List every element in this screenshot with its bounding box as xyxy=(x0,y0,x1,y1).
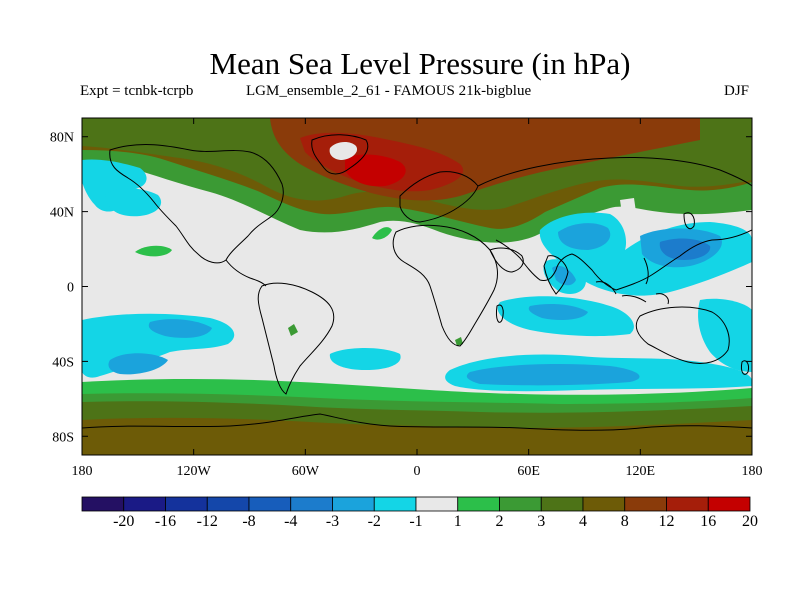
x-tick-label: 0 xyxy=(414,464,421,479)
colorbar-label: 20 xyxy=(742,513,758,530)
north-pacific-low-2 xyxy=(105,188,162,217)
colorbar-swatch xyxy=(332,496,375,512)
southern-ocean-low-mid xyxy=(466,364,640,386)
colorbar-swatch xyxy=(206,496,250,512)
map-title: Mean Sea Level Pressure (in hPa) xyxy=(209,46,631,81)
colorbar-label: -1 xyxy=(409,513,423,530)
colorbar-label: -20 xyxy=(113,513,135,530)
colorbar-swatch xyxy=(457,496,500,512)
colorbar-swatch xyxy=(290,496,333,512)
colorbar-swatch xyxy=(373,496,417,512)
arabia-coast xyxy=(489,247,524,273)
asia-coast xyxy=(477,157,752,291)
north-pacific-green xyxy=(135,245,172,257)
australia-low xyxy=(698,298,752,372)
colorbar-swatch xyxy=(81,496,125,512)
colorbar-label: 4 xyxy=(579,513,587,530)
antarctica-coast xyxy=(82,413,752,431)
west-pacific-low-core xyxy=(659,238,711,260)
colorbar-label: -12 xyxy=(196,513,218,530)
x-tick-label: 120W xyxy=(177,464,212,479)
south-band-dark xyxy=(82,417,752,455)
south-pacific-low-mid-2 xyxy=(108,353,168,375)
x-tick-label: 180 xyxy=(72,464,93,479)
colorbar-label: -2 xyxy=(367,513,381,530)
south-african-green-spot xyxy=(455,337,463,346)
colorbar-label: -8 xyxy=(242,513,256,530)
colorbar-swatch xyxy=(165,496,208,512)
europe-coast xyxy=(399,171,479,223)
tick-labels: 180 120W 60W 0 60E 120E 180 80N 40N 0 40S 80S xyxy=(50,131,763,479)
south-pacific-low-mid xyxy=(148,319,212,338)
x-tick-label: 120E xyxy=(626,464,656,479)
experiment-label: Expt = tcnbk-tcrpb xyxy=(80,83,194,99)
colorbar-label: -4 xyxy=(284,513,298,530)
colorbar-swatch xyxy=(123,496,166,512)
tick-marks xyxy=(81,118,753,455)
colorbar-label: 3 xyxy=(537,513,546,530)
y-tick-label: 40S xyxy=(52,355,74,370)
central-america-coast xyxy=(225,259,267,287)
y-tick-label: 40N xyxy=(50,206,74,221)
south-america-coast xyxy=(257,282,335,395)
east-asia-light-spot xyxy=(620,198,636,214)
new-zealand-coast xyxy=(741,360,749,375)
run-label: LGM_ensemble_2_61 - FAMOUS 21k-bigblue xyxy=(246,83,532,99)
south-american-green-spot xyxy=(288,324,298,336)
colorbar-swatch xyxy=(540,496,584,512)
north-america-coast xyxy=(109,144,284,264)
season-label: DJF xyxy=(724,83,750,99)
colorbar-label: 12 xyxy=(658,513,675,530)
japan-coast xyxy=(683,212,695,230)
y-tick-label: 80N xyxy=(50,131,74,146)
x-tick-label: 60W xyxy=(292,464,320,479)
australia-coast xyxy=(635,306,730,364)
madagascar-coast xyxy=(496,304,504,323)
colorbar xyxy=(81,496,751,512)
y-tick-label: 0 xyxy=(67,281,74,296)
colorbar-swatch xyxy=(248,496,292,512)
africa-coast xyxy=(392,224,498,347)
colorbar-swatch xyxy=(415,496,459,512)
north-pacific-low xyxy=(82,159,147,212)
x-tick-label: 180 xyxy=(742,464,763,479)
colorbar-label: -3 xyxy=(325,513,340,530)
india-low-mid xyxy=(552,265,576,286)
west-pacific-low-mid xyxy=(558,223,611,250)
colorbar-label: 16 xyxy=(700,513,717,530)
greenland-low-light xyxy=(329,142,358,160)
indian-ocean-low-mid xyxy=(528,304,588,320)
colorbar-label: 8 xyxy=(620,513,629,530)
colorbar-label: 2 xyxy=(495,513,504,530)
colorbar-swatch xyxy=(624,496,667,512)
north-high-peak xyxy=(345,154,406,187)
y-tick-label: 80S xyxy=(52,430,74,445)
colorbar-swatch xyxy=(666,496,709,512)
coastlines xyxy=(82,134,752,431)
pressure-field xyxy=(82,118,752,455)
atlantic-green xyxy=(372,227,392,240)
greenland-coast xyxy=(311,134,369,175)
colorbar-swatch xyxy=(582,496,626,512)
colorbar-swatch xyxy=(707,496,751,512)
south-atlantic-low xyxy=(329,348,401,370)
india-coast xyxy=(543,255,569,295)
southeast-asia-islands xyxy=(595,257,669,305)
north-band-green xyxy=(82,150,752,243)
x-tick-label: 60E xyxy=(517,464,540,479)
colorbar-label: -16 xyxy=(154,513,177,530)
colorbar-label: 1 xyxy=(453,513,462,530)
colorbar-swatch xyxy=(499,496,542,512)
